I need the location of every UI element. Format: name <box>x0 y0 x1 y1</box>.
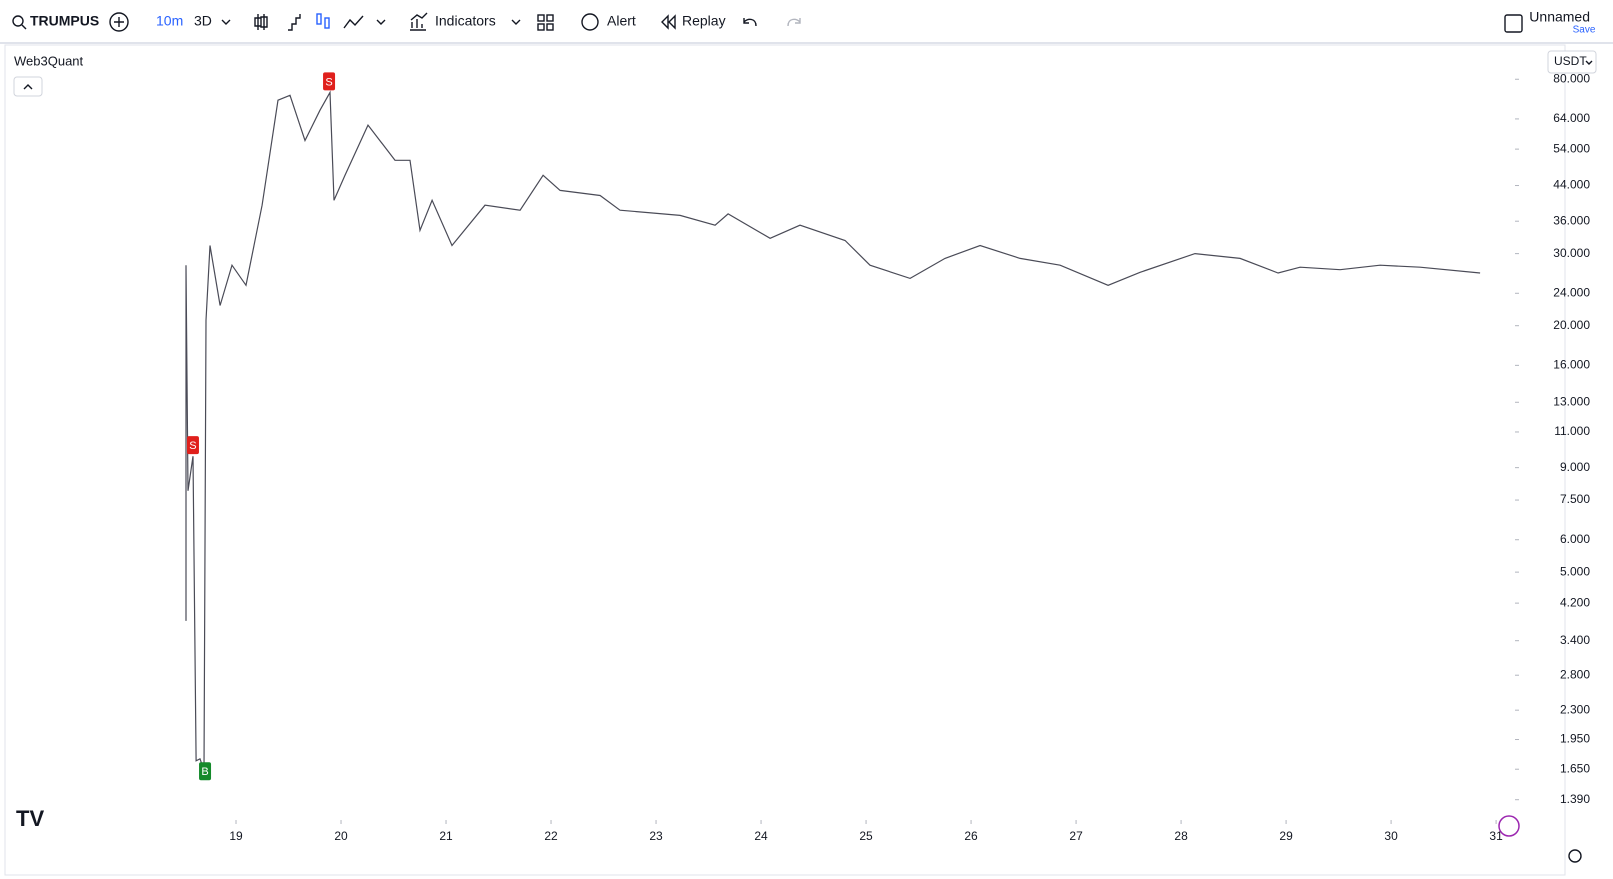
y-tick-label: 11.000 <box>1554 424 1590 438</box>
y-tick-label: 1.650 <box>1560 761 1590 775</box>
x-tick-label: 26 <box>964 829 978 843</box>
toolbar <box>0 0 1613 42</box>
x-tick-label: 25 <box>859 829 873 843</box>
y-tick-label: 24.000 <box>1553 285 1590 299</box>
y-tick-label: 2.300 <box>1560 702 1590 716</box>
y-tick-label: 9.000 <box>1560 460 1590 474</box>
y-tick-label: 30.000 <box>1553 246 1590 260</box>
save[interactable]: Save <box>1573 25 1596 36</box>
signal-label: S <box>189 440 196 452</box>
y-tick-label: 13.000 <box>1553 394 1590 408</box>
y-tick-label: 16.000 <box>1553 358 1590 372</box>
x-tick-label: 20 <box>334 829 348 843</box>
y-tick-label: 64.000 <box>1553 111 1590 125</box>
symbol[interactable]: TRUMPUS <box>30 13 99 29</box>
y-tick-label: 54.000 <box>1553 141 1590 155</box>
indicators[interactable]: Indicators <box>435 13 496 29</box>
price-line <box>185 90 1481 771</box>
range[interactable]: 3D <box>194 13 212 29</box>
signal-marker <box>186 436 199 455</box>
y-tick-label: 44.000 <box>1553 178 1590 192</box>
y-tick-label: 20.000 <box>1553 318 1590 332</box>
y-tick-label: 1.390 <box>1560 792 1590 806</box>
y-tick-label: 4.200 <box>1560 595 1590 609</box>
y-tick-label: 5.000 <box>1560 564 1590 578</box>
signal-label: B <box>201 766 208 778</box>
y-tick-label: 2.800 <box>1560 667 1590 681</box>
replay[interactable]: Replay <box>682 13 726 29</box>
signal-marker <box>323 72 336 91</box>
x-tick-label: 24 <box>754 829 768 843</box>
y-tick-label: 6.000 <box>1560 532 1590 546</box>
x-tick-label: 23 <box>649 829 663 843</box>
y-tick-label: 80.000 <box>1553 71 1590 85</box>
signal-label: S <box>325 76 332 88</box>
layout-name[interactable]: Unnamed <box>1529 9 1590 25</box>
alert[interactable]: Alert <box>607 13 636 29</box>
x-tick-label: 27 <box>1069 829 1083 843</box>
y-tick-label: 3.400 <box>1560 633 1590 647</box>
y-tick-label: 36.000 <box>1553 213 1590 227</box>
logo: TV <box>16 806 44 831</box>
y-tick-label: 1.950 <box>1560 732 1590 746</box>
x-tick-label: 29 <box>1279 829 1293 843</box>
y-tick-label: 7.500 <box>1560 492 1590 506</box>
interval[interactable]: 10m <box>156 13 183 29</box>
currency[interactable]: USDT <box>1554 54 1587 68</box>
x-tick-label: 19 <box>229 829 243 843</box>
indicator-legend: Web3Quant <box>14 53 84 68</box>
x-tick-label: 31 <box>1489 829 1503 843</box>
x-tick-label: 28 <box>1174 829 1188 843</box>
x-tick-label: 30 <box>1384 829 1398 843</box>
x-tick-label: 21 <box>439 829 453 843</box>
x-tick-label: 22 <box>544 829 558 843</box>
signal-marker <box>199 762 212 781</box>
